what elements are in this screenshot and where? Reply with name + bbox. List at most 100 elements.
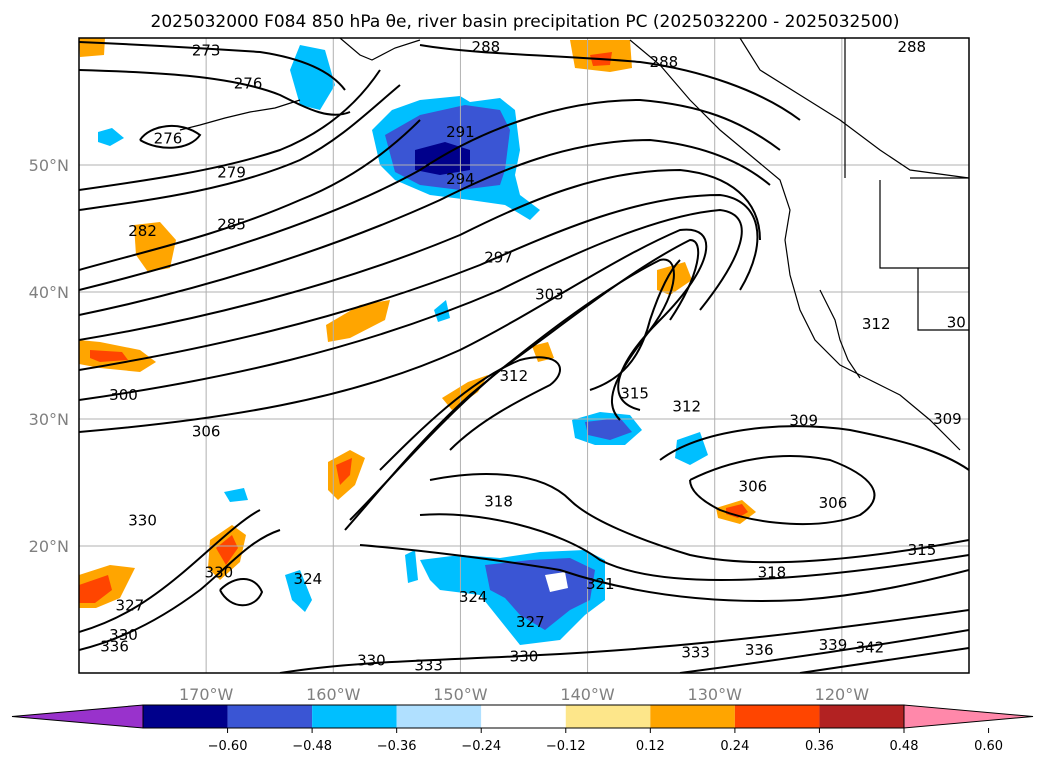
map-gridlines	[79, 38, 969, 673]
colorbar-bin	[819, 705, 904, 728]
contour-285	[79, 119, 421, 271]
contour-306-closed	[689, 455, 876, 526]
contour-300	[79, 193, 759, 371]
contour-282	[79, 84, 401, 211]
contour-label: 327	[116, 597, 145, 615]
contour-303	[79, 208, 743, 401]
contour-label: 318	[484, 493, 513, 511]
colorbar: −0.60 −0.48 −0.36 −0.24 −0.12 0.12 0.24 0.36 0.4…	[11, 704, 1034, 754]
contour-279	[79, 69, 381, 191]
contour-label: 330	[357, 651, 386, 669]
theta-e-contours	[79, 41, 969, 673]
contour-276	[79, 69, 351, 116]
contour-label: 324	[459, 588, 488, 606]
colorbar-extend-low	[11, 704, 144, 729]
neg-max-gulf-alaska	[415, 142, 470, 175]
contour-label: 312	[672, 397, 701, 415]
contour-318	[429, 473, 969, 564]
pos-region-282	[134, 222, 176, 272]
colorbar-extend-high	[903, 704, 1034, 729]
lon-tick-label: 120°W	[815, 685, 870, 704]
border-states-2	[917, 268, 969, 331]
contour-label: 291	[446, 123, 475, 141]
colorbar-tick-label: 0.48	[890, 739, 919, 754]
pos-core-sw	[79, 575, 112, 603]
colorbar-tick-label: −0.48	[292, 739, 332, 754]
lon-tick-label: 160°W	[306, 685, 361, 704]
border-canada	[739, 38, 969, 179]
border-states	[879, 180, 969, 269]
contour-label: 327	[516, 613, 545, 631]
coast-aleutians	[179, 99, 301, 131]
contour-label: 288	[650, 53, 679, 71]
colorbar-bin	[650, 705, 735, 728]
contour-label: 342	[856, 639, 885, 657]
colorbar-tick-label: −0.12	[546, 739, 586, 754]
contour-label: 324	[294, 570, 323, 588]
contour-label: 333	[414, 656, 443, 674]
coast-baja	[819, 289, 861, 379]
colorbar-tick-label: 0.36	[805, 739, 834, 754]
colorbar-bin	[481, 705, 566, 728]
precip-pc-shading	[79, 38, 756, 645]
contour-label: 279	[217, 164, 246, 182]
colorbar-tick-label: 0.24	[720, 739, 749, 754]
contour-label: 330	[510, 647, 539, 665]
pos-core-west-300	[90, 350, 128, 362]
colorbar-bin	[227, 705, 313, 728]
contour-315	[589, 259, 681, 391]
contour-330	[79, 529, 281, 651]
colorbar-bin	[565, 705, 651, 728]
contour-label: 288	[897, 38, 926, 56]
pos-core-306	[336, 458, 352, 485]
contour-label: 312	[862, 315, 891, 333]
contour-label: 294	[446, 170, 475, 188]
contour-309-east	[659, 425, 969, 471]
contour-label: 276	[154, 129, 183, 147]
latitude-labels: 50°N 40°N 30°N 20°N	[29, 156, 69, 556]
lon-tick-label: 150°W	[433, 685, 488, 704]
colorbar-tick-label: 0.60	[974, 739, 1003, 754]
contour-label: 300	[109, 386, 138, 404]
contour-label: 297	[484, 249, 513, 267]
coast-north-america	[629, 39, 961, 451]
contour-324	[359, 544, 969, 602]
colorbar-tick-label: −0.60	[208, 739, 248, 754]
contour-276-closed	[139, 124, 202, 149]
neg-core-hawaii	[485, 558, 595, 630]
contour-327	[79, 509, 261, 633]
contour-label: 330	[205, 564, 234, 582]
pos-region-mid	[326, 300, 390, 342]
contour-label: 276	[234, 75, 263, 93]
colorbar-tick-label: −0.36	[377, 739, 417, 754]
figure-title: 2025032000 F084 850 hPa θe, river basin …	[151, 12, 900, 32]
longitude-labels: 170°W 160°W 150°W 140°W 130°W 120°W	[179, 685, 869, 704]
contour-297	[79, 168, 761, 341]
neg-region-small-2	[285, 570, 312, 612]
contour-339	[799, 647, 969, 673]
colorbar-bin	[143, 705, 228, 728]
contour-label: 321	[586, 575, 615, 593]
contour-label: 318	[758, 564, 787, 582]
contour-label: 336	[100, 637, 129, 655]
lon-tick-label: 130°W	[688, 685, 743, 704]
contour-label: 309	[789, 411, 818, 429]
contour-label: 306	[192, 423, 221, 441]
colorbar-frame	[142, 704, 905, 729]
contour-label: 315	[620, 385, 649, 403]
contour-label: 288	[472, 38, 501, 56]
coastlines	[179, 38, 969, 451]
contour-label: 315	[908, 541, 937, 559]
contour-label: 330	[109, 626, 138, 644]
pos-core-330	[216, 535, 238, 565]
colorbar-bin	[312, 705, 397, 728]
neg-hole-hawaii	[545, 572, 568, 592]
contour-291	[79, 98, 781, 291]
contour-label: 333	[681, 644, 710, 662]
lat-tick-label: 50°N	[29, 156, 69, 175]
colorbar-bin	[734, 705, 820, 728]
contour-324-closed	[219, 578, 264, 607]
